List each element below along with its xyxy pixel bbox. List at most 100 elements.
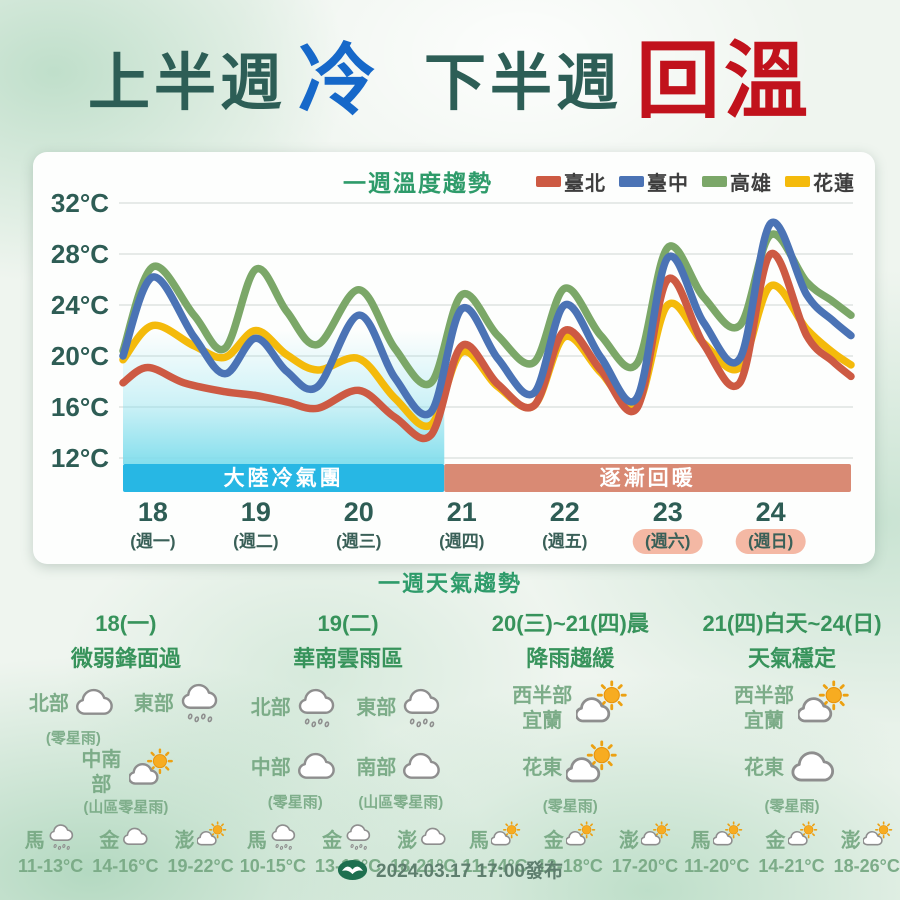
rain-icon: [271, 824, 295, 850]
island-top: 金: [544, 821, 596, 856]
region-note: (山區零星雨): [83, 799, 169, 816]
region-note: (零星雨): [45, 730, 101, 747]
region-main: 北部: [251, 684, 340, 734]
phase-band: [123, 464, 445, 492]
sun-cloud-icon: [490, 821, 521, 846]
cloud-icon: [123, 827, 148, 845]
island-weather: [269, 821, 299, 856]
island-weather: [786, 821, 818, 856]
weekend-highlight-pill: [632, 529, 703, 554]
island-weather: [344, 821, 374, 856]
island-forecast: 馬 11-14°C: [462, 821, 528, 877]
island-name: 金: [322, 830, 343, 852]
title-first-half: 上半週: [87, 49, 286, 118]
island-forecast: 金 14-21°C: [758, 821, 825, 877]
temperature-chart-card: 一週溫度趨勢 臺北 臺中 高雄 花蓮 32°C 28°C 24°C 20°C 16°C 12°C…: [33, 152, 875, 564]
island-temp: 14-21°C: [758, 856, 825, 876]
region-name: 花東: [744, 756, 784, 779]
region-main: 花東: [522, 740, 618, 797]
x-axis-weekday-label: (週四): [439, 532, 484, 551]
forecast-desc: 微弱鋒面過: [70, 646, 181, 671]
forecast-desc: 天氣穩定: [747, 646, 836, 671]
island-weather: [47, 821, 77, 856]
cwa-logo-icon: [337, 859, 368, 881]
island-name: 馬: [690, 830, 711, 852]
island-weather: [565, 821, 596, 856]
forecast-desc: 華南雲雨區: [293, 646, 404, 671]
island-temp: 11-13°C: [18, 856, 84, 876]
region-weather: [400, 684, 445, 734]
temperature-trend-chart: 32°C 28°C 24°C 20°C 16°C 12°C 大陸冷氣團 逐漸回暖 18 (週一) 1…: [51, 188, 855, 554]
forecast-date: 20(三)~21(四)晨: [491, 611, 649, 636]
forecast-column: 20(三)~21(四)晨 降雨趨緩 西半部 宜蘭 花東 (零星雨) 馬 11-14°C 金 12-…: [462, 606, 678, 877]
cloud-icon: [75, 688, 113, 715]
phase-band: [444, 464, 851, 492]
region-name: 北部: [28, 692, 69, 715]
region-weather: [295, 684, 340, 734]
island-weather: [712, 821, 743, 856]
island-top: 馬: [247, 821, 299, 856]
sun-cloud-icon: [712, 821, 743, 846]
island-temp: 18-21°C: [390, 856, 457, 876]
island-top: 金: [766, 821, 818, 856]
cloud-icon: [403, 753, 441, 780]
island-top: 金: [322, 821, 374, 856]
title-cold: 冷: [297, 36, 380, 124]
region-name: 南部: [356, 756, 397, 779]
island-forecast: 馬 10-15°C: [240, 821, 306, 877]
y-axis-label: 16°C: [51, 392, 109, 422]
region-weather: [128, 748, 174, 798]
forecast-region: 中部 (零星雨): [247, 743, 345, 812]
region-weather: [400, 743, 445, 793]
island-forecast: 馬 11-20°C: [684, 821, 749, 877]
y-axis-label: 24°C: [51, 290, 109, 320]
weekly-forecast: 一週天氣趨勢 18(一) 微弱鋒面過 北部 (零星雨) 東部 中南部 (山區零星雨) 馬 11-…: [18, 566, 900, 876]
island-name: 澎: [397, 830, 418, 852]
island-top: 金: [99, 821, 151, 856]
island-temp: 12-18°C: [536, 856, 603, 876]
forecast-column: 18(一) 微弱鋒面過 北部 (零星雨) 東部 中南部 (山區零星雨) 馬 11-13°C 金 14…: [18, 606, 234, 877]
x-axis-weekday-label: (週一): [130, 532, 175, 551]
sun-cloud-icon: [565, 740, 617, 783]
region-name: 北部: [250, 697, 291, 720]
region-name: 花東: [522, 756, 563, 779]
island-temp: 18-26°C: [833, 856, 900, 876]
cloud-icon: [297, 753, 335, 780]
region-name: 東部: [133, 692, 174, 715]
x-axis-day-label: 22: [550, 497, 580, 527]
y-axis-label: 12°C: [51, 443, 109, 473]
x-axis-day-label: 23: [653, 497, 683, 527]
sun-cloud-icon: [796, 680, 849, 723]
forecast-region: 西半部 宜蘭: [462, 680, 678, 737]
forecast-date: 19(二): [317, 611, 379, 636]
forecast-desc: 降雨趨緩: [526, 646, 615, 671]
y-axis-label: 32°C: [51, 188, 109, 218]
island-name: 金: [99, 830, 120, 852]
region-main: 中部: [251, 743, 340, 793]
forecast-regions: 西半部 宜蘭 花東 (零星雨): [462, 679, 678, 817]
island-temp: 14-16°C: [92, 856, 159, 876]
sun-cloud-icon: [640, 821, 671, 846]
title-rewarm: 回溫: [636, 33, 813, 128]
rain-icon: [298, 688, 335, 728]
region-main: 西半部 宜蘭: [734, 680, 850, 737]
x-axis-weekday-label: (週二): [233, 532, 278, 551]
issued-timestamp: 2024.03.17 17:00發布: [376, 861, 563, 882]
island-forecasts: 馬 11-13°C 金 14-16°C 澎 19-22°C: [18, 821, 234, 877]
island-forecast: 澎 19-22°C: [167, 821, 234, 877]
sun-cloud-icon: [195, 821, 226, 846]
sun-cloud-icon: [128, 748, 174, 785]
region-main: 中南部: [77, 748, 174, 798]
x-axis-day-label: 24: [756, 497, 786, 527]
forecast-region: 西半部 宜蘭: [684, 680, 900, 737]
region-note: (零星雨): [267, 794, 323, 812]
sun-cloud-icon: [786, 821, 817, 846]
sun-cloud-icon: [565, 821, 596, 846]
sun-cloud-icon: [862, 821, 892, 846]
forecast-region: 南部 (山區零星雨): [352, 743, 450, 812]
rain-icon: [49, 824, 73, 850]
temperature-line-臺北: [119, 249, 855, 443]
temperature-line-高雄: [119, 230, 855, 389]
island-forecast: 澎 18-21°C: [390, 821, 456, 877]
